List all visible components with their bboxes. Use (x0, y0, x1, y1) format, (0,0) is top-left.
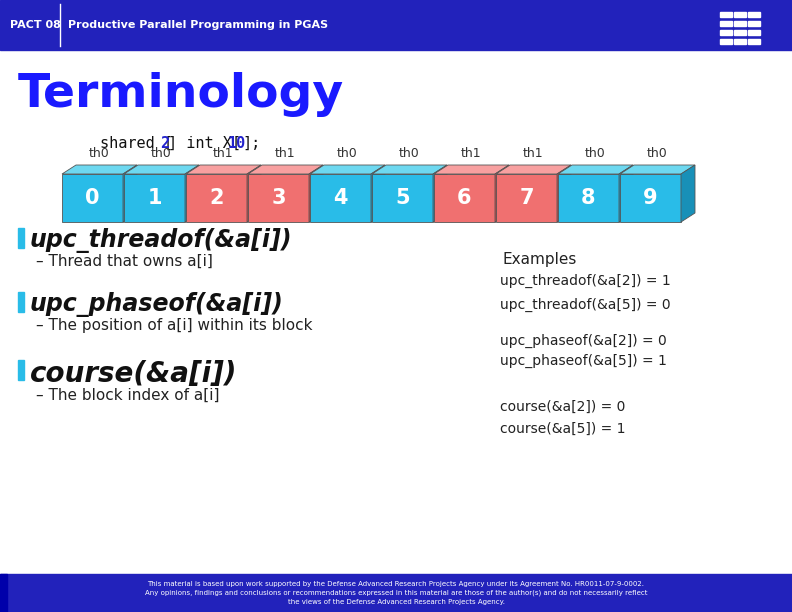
Polygon shape (62, 165, 137, 174)
Text: 2: 2 (209, 188, 224, 208)
Polygon shape (620, 165, 695, 174)
Text: 8: 8 (581, 188, 596, 208)
Polygon shape (434, 174, 495, 222)
Text: upc_phaseof(&a[i]): upc_phaseof(&a[i]) (30, 292, 284, 317)
Text: course(&a[2]) = 0: course(&a[2]) = 0 (500, 400, 626, 414)
Bar (734, 39, 746, 44)
Text: 1: 1 (147, 188, 162, 208)
Text: upc_threadof(&a[5]) = 0: upc_threadof(&a[5]) = 0 (500, 298, 671, 312)
Text: th1: th1 (213, 147, 234, 160)
Text: course(&a[5]) = 1: course(&a[5]) = 1 (500, 422, 626, 436)
Polygon shape (310, 174, 371, 222)
Text: upc_threadof(&a[i]): upc_threadof(&a[i]) (30, 228, 292, 253)
Text: upc_threadof(&a[2]) = 1: upc_threadof(&a[2]) = 1 (500, 274, 671, 288)
Bar (734, 12, 746, 17)
Bar (0, 574, 7, 612)
Text: – Thread that owns a[i]: – Thread that owns a[i] (36, 254, 213, 269)
Polygon shape (372, 165, 447, 174)
Polygon shape (372, 174, 433, 222)
Text: 10: 10 (227, 136, 246, 151)
Text: ];: ]; (242, 136, 261, 151)
Polygon shape (186, 174, 247, 222)
Text: th0: th0 (585, 147, 606, 160)
Polygon shape (309, 165, 323, 222)
Polygon shape (496, 174, 557, 222)
Polygon shape (247, 165, 261, 222)
Polygon shape (124, 165, 199, 174)
Text: ] int X[: ] int X[ (167, 136, 241, 151)
Text: th0: th0 (151, 147, 172, 160)
Polygon shape (124, 174, 185, 222)
Text: Examples: Examples (503, 252, 577, 267)
Bar (734, 30, 746, 35)
Polygon shape (433, 165, 447, 222)
Bar (720, 21, 732, 26)
Text: upc_phaseof(&a[2]) = 0: upc_phaseof(&a[2]) = 0 (500, 334, 667, 348)
Text: PACT 08: PACT 08 (10, 20, 61, 30)
Bar (0, 574, 792, 612)
Text: th1: th1 (461, 147, 482, 160)
Text: Terminology: Terminology (18, 72, 345, 117)
Polygon shape (185, 165, 199, 222)
Text: course(&a[i]): course(&a[i]) (30, 360, 238, 388)
Bar (748, 39, 760, 44)
Bar (734, 21, 746, 26)
Polygon shape (123, 165, 137, 222)
Bar (0, 0, 792, 50)
Text: 6: 6 (457, 188, 472, 208)
Polygon shape (558, 174, 619, 222)
Text: th0: th0 (337, 147, 358, 160)
Text: This material is based upon work supported by the Defense Advanced Research Proj: This material is based upon work support… (145, 581, 647, 605)
Text: th0: th0 (399, 147, 420, 160)
Bar (720, 30, 732, 35)
Polygon shape (62, 174, 123, 222)
Bar (18, 360, 24, 380)
Polygon shape (620, 174, 681, 222)
Text: 5: 5 (395, 188, 409, 208)
Text: 9: 9 (643, 188, 658, 208)
Polygon shape (619, 165, 633, 222)
Polygon shape (558, 165, 633, 174)
Text: – The position of a[i] within its block: – The position of a[i] within its block (36, 318, 313, 333)
Text: – The block index of a[i]: – The block index of a[i] (36, 388, 219, 403)
Bar (748, 30, 760, 35)
Text: 2: 2 (160, 136, 169, 151)
Text: 3: 3 (271, 188, 286, 208)
Bar (18, 292, 24, 312)
Text: th1: th1 (524, 147, 544, 160)
Text: 0: 0 (86, 188, 100, 208)
Text: 4: 4 (333, 188, 348, 208)
Polygon shape (310, 165, 385, 174)
Polygon shape (496, 165, 571, 174)
Polygon shape (557, 165, 571, 222)
Text: th0: th0 (647, 147, 668, 160)
Polygon shape (248, 174, 309, 222)
Text: upc_phaseof(&a[5]) = 1: upc_phaseof(&a[5]) = 1 (500, 354, 667, 368)
Bar (748, 12, 760, 17)
Text: th0: th0 (89, 147, 110, 160)
Bar (720, 39, 732, 44)
Polygon shape (495, 165, 509, 222)
Polygon shape (186, 165, 261, 174)
Bar (18, 228, 24, 248)
Polygon shape (434, 165, 509, 174)
Text: shared [: shared [ (100, 136, 173, 151)
Polygon shape (681, 165, 695, 222)
Polygon shape (248, 165, 323, 174)
Text: Productive Parallel Programming in PGAS: Productive Parallel Programming in PGAS (68, 20, 328, 30)
Text: th1: th1 (275, 147, 296, 160)
Bar (748, 21, 760, 26)
Polygon shape (371, 165, 385, 222)
Bar (720, 12, 732, 17)
Text: 7: 7 (520, 188, 534, 208)
